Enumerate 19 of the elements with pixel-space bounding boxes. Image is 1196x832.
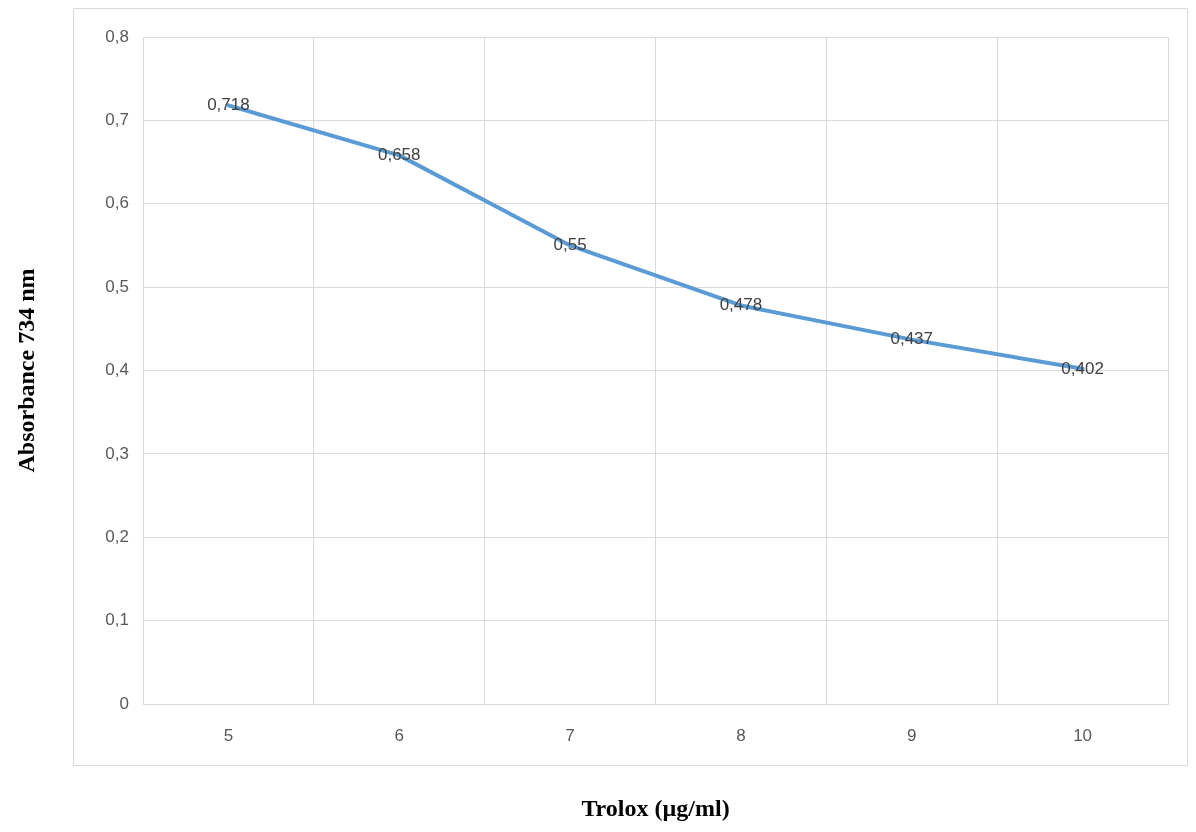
data-label: 0,718 xyxy=(207,95,250,115)
y-tick-label: 0,8 xyxy=(105,26,129,46)
x-axis-title: Trolox (µg/ml) xyxy=(581,794,730,821)
x-tick-label: 6 xyxy=(394,725,404,745)
y-tick-label: 0,4 xyxy=(105,360,129,380)
x-tick-label: 7 xyxy=(565,725,575,745)
y-tick-label: 0,3 xyxy=(105,443,129,463)
y-tick-label: 0,5 xyxy=(105,276,129,296)
x-tick-label: 8 xyxy=(736,725,746,745)
y-axis-title: Absorbance 734 nm xyxy=(12,268,39,473)
y-tick-label: 0,2 xyxy=(105,526,129,546)
x-tick-label: 10 xyxy=(1073,725,1093,745)
y-tick-label: 0 xyxy=(119,693,129,713)
data-label: 0,402 xyxy=(1061,358,1104,378)
y-tick-label: 0,1 xyxy=(105,610,129,630)
x-tick-label: 9 xyxy=(907,725,917,745)
y-tick-label: 0,6 xyxy=(105,193,129,213)
x-tick-label: 5 xyxy=(223,725,234,745)
y-tick-label: 0,7 xyxy=(105,110,129,130)
